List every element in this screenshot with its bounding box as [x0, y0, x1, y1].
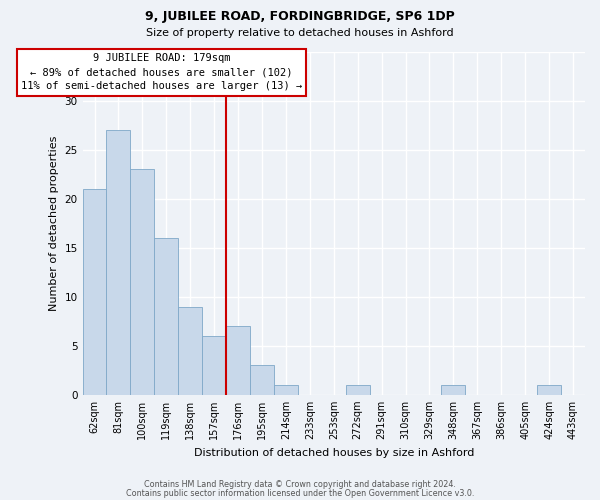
Bar	[274, 385, 298, 395]
Bar	[130, 169, 154, 395]
X-axis label: Distribution of detached houses by size in Ashford: Distribution of detached houses by size …	[194, 448, 474, 458]
Text: Contains public sector information licensed under the Open Government Licence v3: Contains public sector information licen…	[126, 489, 474, 498]
Bar	[442, 385, 466, 395]
Bar	[202, 336, 226, 395]
Text: Size of property relative to detached houses in Ashford: Size of property relative to detached ho…	[146, 28, 454, 38]
Text: Contains HM Land Registry data © Crown copyright and database right 2024.: Contains HM Land Registry data © Crown c…	[144, 480, 456, 489]
Bar	[346, 385, 370, 395]
Bar	[537, 385, 561, 395]
Text: 9, JUBILEE ROAD, FORDINGBRIDGE, SP6 1DP: 9, JUBILEE ROAD, FORDINGBRIDGE, SP6 1DP	[145, 10, 455, 23]
Y-axis label: Number of detached properties: Number of detached properties	[49, 136, 59, 311]
Bar	[226, 326, 250, 395]
Bar	[106, 130, 130, 395]
Bar	[83, 189, 106, 395]
Bar	[250, 366, 274, 395]
Bar	[178, 306, 202, 395]
Text: 9 JUBILEE ROAD: 179sqm
← 89% of detached houses are smaller (102)
11% of semi-de: 9 JUBILEE ROAD: 179sqm ← 89% of detached…	[21, 54, 302, 92]
Bar	[154, 238, 178, 395]
